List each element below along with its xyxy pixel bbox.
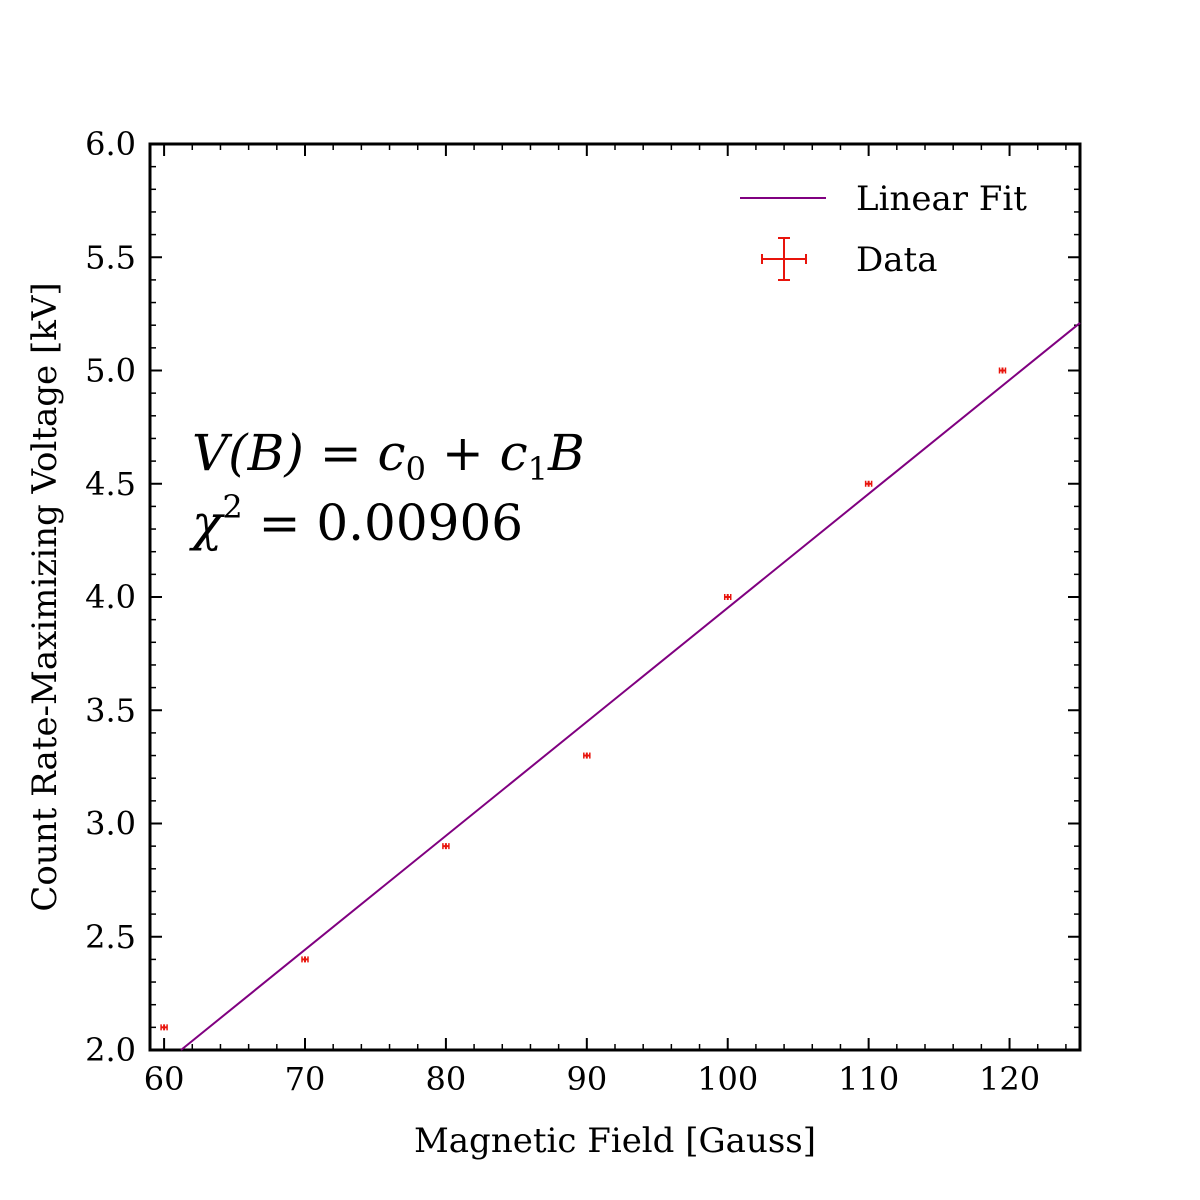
y-tick-label: 2.0	[85, 1031, 136, 1069]
equation-main: V(B) = c	[192, 424, 406, 482]
y-axis-label: Count Rate-Maximizing Voltage [kV]	[25, 282, 65, 911]
data-point	[864, 480, 873, 487]
equation-plus: + c	[426, 424, 528, 482]
x-axis-label: Magnetic Field [Gauss]	[414, 1121, 816, 1161]
equation-sub0: 0	[406, 450, 426, 488]
chi-symbol: χ	[189, 494, 225, 552]
chi-value: = 0.00906	[243, 494, 523, 552]
equation-tail: B	[547, 424, 585, 482]
equation-sub1: 1	[528, 450, 548, 488]
legend-fit-label: Linear Fit	[856, 179, 1027, 219]
y-tick-label: 6.0	[85, 125, 136, 163]
legend-data-label: Data	[856, 240, 937, 280]
x-tick-label: 70	[285, 1060, 326, 1098]
x-tick-label: 100	[697, 1060, 758, 1098]
data-point	[301, 956, 309, 963]
chi-superscript: 2	[222, 488, 242, 526]
y-tick-label: 3.5	[85, 691, 136, 729]
x-tick-label: 120	[979, 1060, 1040, 1098]
y-tick-label: 3.0	[85, 805, 136, 843]
chi-squared-annotation: χ2 = 0.00906	[189, 488, 523, 552]
y-tick-label: 4.0	[85, 578, 136, 616]
data-point	[442, 843, 450, 850]
x-tick-label: 110	[838, 1060, 899, 1098]
legend-data-swatch	[761, 237, 807, 281]
data-point	[160, 1024, 168, 1031]
y-tick-label: 4.5	[85, 465, 136, 503]
axis-tick-labels: 60 70 80 90 100 110 1202.02.53.03.54.04.55.05.…	[85, 125, 1040, 1098]
legend: Linear Fit Data	[740, 179, 1027, 281]
fit-line	[180, 322, 1081, 1051]
y-tick-label: 5.5	[85, 238, 136, 276]
plot-frame	[148, 142, 1082, 1052]
data-point	[998, 367, 1007, 374]
data-point	[723, 594, 732, 600]
x-tick-label: 80	[426, 1060, 467, 1098]
data-point	[583, 752, 591, 759]
y-tick-label: 2.5	[85, 918, 136, 956]
y-tick-label: 5.0	[85, 352, 136, 390]
data-points-layer	[160, 367, 1007, 1031]
axis-ticks	[150, 143, 1080, 1051]
fit-line-layer	[180, 322, 1081, 1051]
x-tick-label: 60	[144, 1060, 185, 1098]
x-tick-label: 90	[566, 1060, 607, 1098]
fit-equation-annotation: V(B) = c0 + c1B	[192, 424, 585, 488]
